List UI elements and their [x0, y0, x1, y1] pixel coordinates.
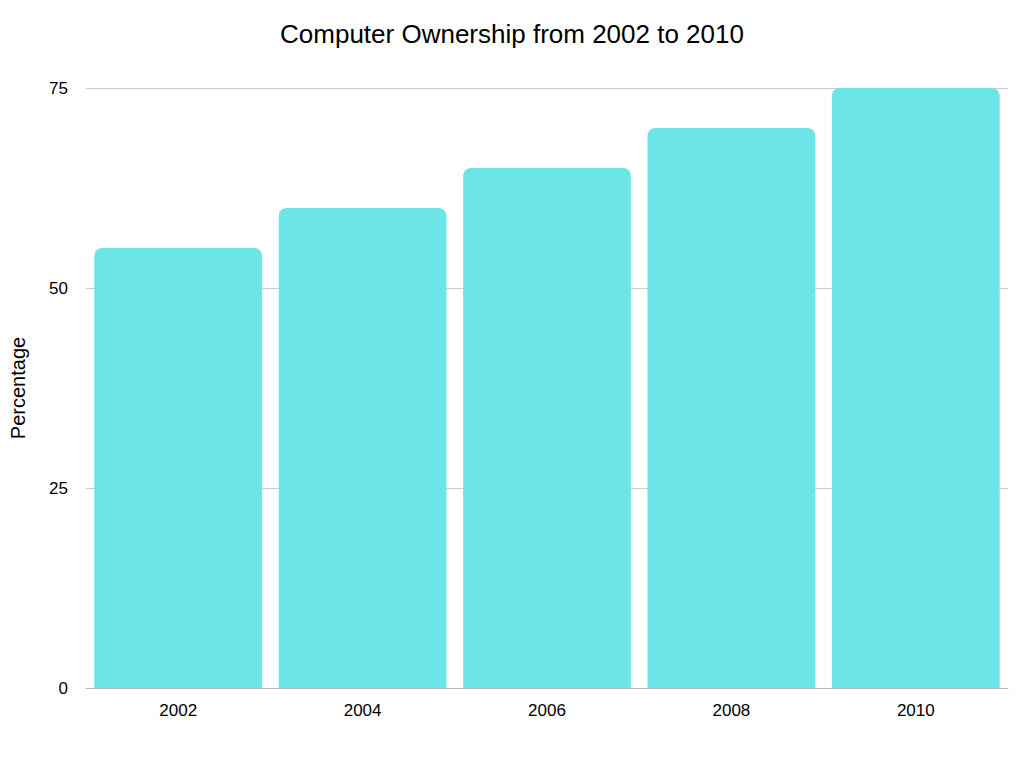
svg-text:2002: 2002 — [159, 701, 197, 720]
svg-text:2004: 2004 — [344, 701, 382, 720]
svg-text:2008: 2008 — [712, 701, 750, 720]
svg-text:75: 75 — [49, 79, 68, 98]
svg-text:25: 25 — [49, 479, 68, 498]
svg-text:50: 50 — [49, 279, 68, 298]
svg-text:2006: 2006 — [528, 701, 566, 720]
svg-text:Percentage: Percentage — [7, 337, 29, 439]
svg-text:2010: 2010 — [897, 701, 935, 720]
svg-text:Computer Ownership from 2002 t: Computer Ownership from 2002 to 2010 — [280, 19, 744, 49]
svg-text:0: 0 — [59, 679, 68, 698]
